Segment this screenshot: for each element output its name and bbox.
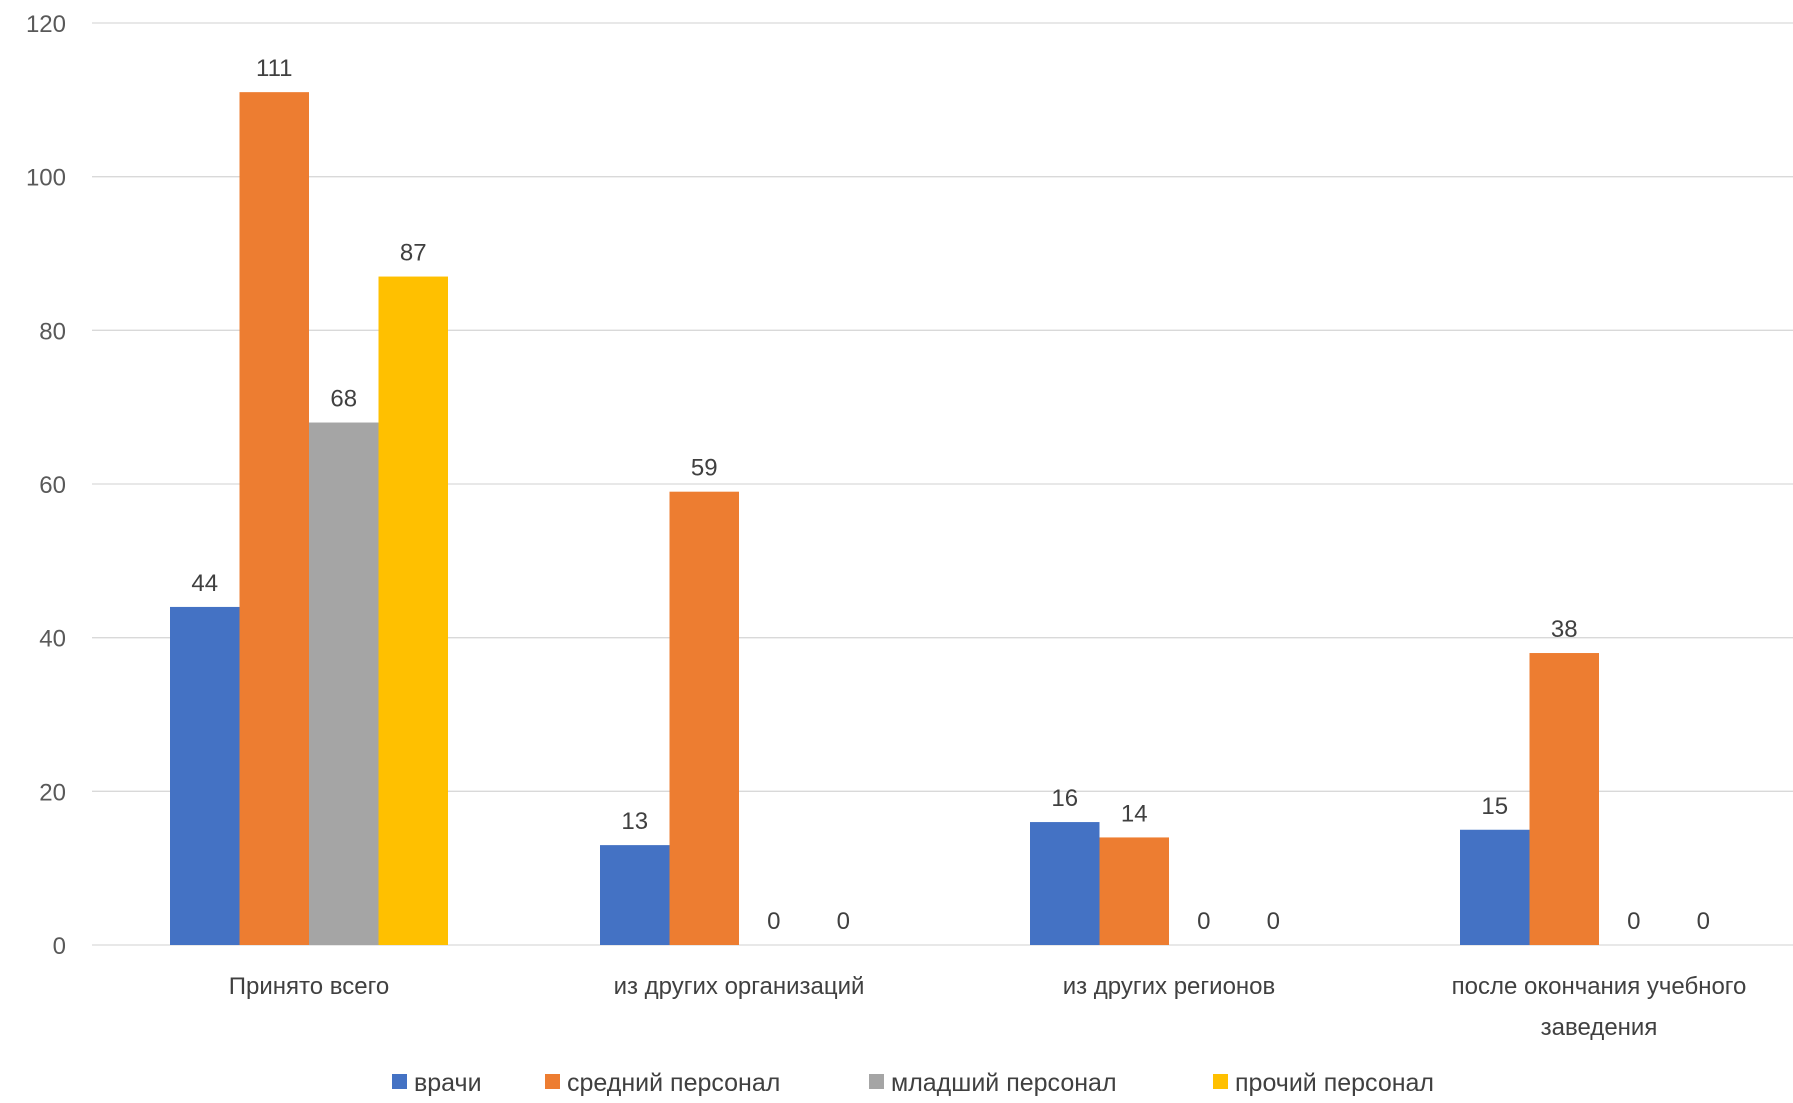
bar — [669, 491, 739, 945]
data-label: 0 — [837, 908, 850, 935]
category-label: из других организаций — [614, 973, 865, 1000]
category-label: после окончания учебного заведения — [1452, 973, 1747, 1041]
data-label: 111 — [256, 55, 292, 82]
data-labels: 44 111 68 87 13 59 0 0 16 14 0 0 15 38 0 0 — [191, 55, 1710, 935]
bar — [239, 92, 309, 945]
data-label: 44 — [191, 570, 218, 597]
legend-swatch — [392, 1074, 407, 1089]
y-tick-label: 20 — [39, 779, 66, 806]
bar — [600, 845, 670, 945]
category-label: из других регионов — [1063, 973, 1276, 1000]
data-label: 68 — [330, 386, 357, 413]
bar — [170, 606, 240, 945]
bar — [309, 422, 379, 945]
y-tick-label: 0 — [53, 933, 66, 960]
data-label: 15 — [1481, 793, 1508, 820]
data-label: 16 — [1051, 785, 1078, 812]
bar — [1030, 822, 1100, 945]
bars — [170, 92, 1599, 945]
legend-swatch — [545, 1074, 560, 1089]
data-label: 59 — [691, 455, 718, 482]
data-label: 14 — [1121, 800, 1148, 827]
data-label: 0 — [1267, 908, 1280, 935]
y-tick-label: 100 — [26, 165, 66, 192]
data-label: 0 — [767, 908, 780, 935]
legend-item: средний персонал — [545, 1069, 780, 1097]
legend-item: врачи — [392, 1069, 482, 1097]
category-label: Принято всего — [229, 973, 389, 1000]
legend-label: средний персонал — [567, 1069, 780, 1097]
legend: врачи средний персонал младший персонал про… — [392, 1069, 1434, 1097]
legend-label: врачи — [414, 1069, 482, 1097]
data-label: 0 — [1197, 908, 1210, 935]
bar — [1099, 837, 1169, 945]
bar — [1460, 829, 1530, 945]
category-labels: Принято всего из других организаций из дру… — [229, 973, 1747, 1041]
y-axis-tick-labels: 0 20 40 60 80 100 120 — [26, 11, 66, 960]
legend-item: младший персонал — [869, 1069, 1117, 1097]
y-tick-label: 40 — [39, 626, 66, 653]
y-tick-label: 60 — [39, 472, 66, 499]
legend-swatch — [869, 1074, 884, 1089]
data-label: 38 — [1551, 616, 1578, 643]
bar — [378, 276, 448, 945]
data-label: 13 — [621, 808, 648, 835]
bar — [1529, 653, 1599, 945]
legend-label: прочий персонал — [1235, 1069, 1434, 1097]
data-label: 0 — [1697, 908, 1710, 935]
y-tick-label: 80 — [39, 318, 66, 345]
y-tick-label: 120 — [26, 11, 66, 38]
legend-swatch — [1213, 1074, 1228, 1089]
data-label: 87 — [400, 240, 427, 267]
legend-label: младший персонал — [891, 1069, 1117, 1097]
legend-item: прочий персонал — [1213, 1069, 1434, 1097]
data-label: 0 — [1627, 908, 1640, 935]
